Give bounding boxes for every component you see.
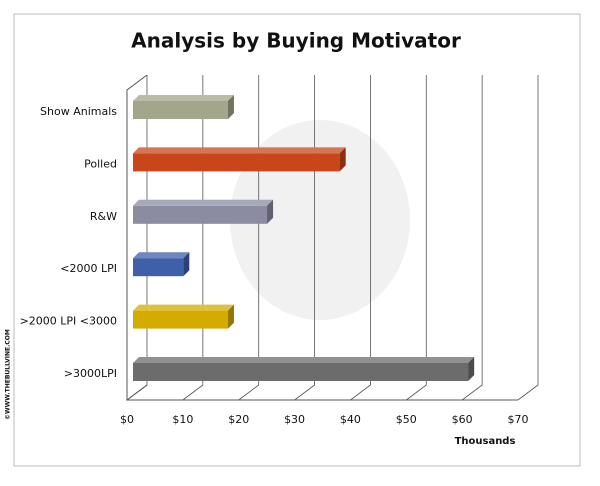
bar xyxy=(133,147,346,172)
y-tick-label: >2000 LPI <3000 xyxy=(20,315,117,328)
y-tick-label: R&W xyxy=(90,210,117,223)
bar xyxy=(133,252,190,277)
grid-line xyxy=(182,75,204,401)
grid-line xyxy=(238,75,260,401)
bar-top xyxy=(133,304,234,311)
bar-side xyxy=(339,147,346,172)
bar-top-shade xyxy=(133,95,234,101)
x-tick-label: $20 xyxy=(228,413,249,426)
bar-side xyxy=(227,304,234,329)
bar-front xyxy=(133,363,469,381)
x-tick-label: $30 xyxy=(284,413,305,426)
bar-front xyxy=(133,205,268,224)
bar xyxy=(133,304,234,329)
chart-title: Analysis by Buying Motivator xyxy=(131,29,461,53)
x-tick-label: $60 xyxy=(452,413,473,426)
bar-top-shade xyxy=(133,199,274,206)
bar-top xyxy=(133,95,234,101)
bar-top-shade xyxy=(133,252,190,259)
grid-line xyxy=(461,75,483,401)
bar-side-shade xyxy=(267,199,274,224)
grid-line xyxy=(350,75,371,401)
bar-front xyxy=(133,310,228,329)
bar-side-shade xyxy=(227,95,234,119)
bar-front xyxy=(133,153,340,172)
bar xyxy=(133,357,475,381)
x-tick-label: $40 xyxy=(340,413,361,426)
bar-top xyxy=(133,252,190,259)
bar-side xyxy=(267,199,274,224)
chart-frame xyxy=(13,13,581,467)
bar-side-shade xyxy=(227,304,234,329)
watermark: ©WWW.THEBULLVINE.COM xyxy=(5,329,12,420)
grid-line xyxy=(294,75,315,401)
bar-front xyxy=(133,101,228,119)
y-tick-label: Show Animals xyxy=(40,105,117,118)
bar xyxy=(133,95,234,119)
bar-side-shade xyxy=(339,147,346,172)
bar-side-shade xyxy=(183,252,190,277)
x-tick-label: $70 xyxy=(508,413,529,426)
bar-top-shade xyxy=(133,357,475,363)
bar-side xyxy=(227,95,234,119)
y-tick-label: >3000LPI xyxy=(64,367,117,380)
bar-top xyxy=(133,357,475,363)
bar-top-shade xyxy=(133,147,346,154)
bar-side-shade xyxy=(468,357,475,381)
y-tick-label: <2000 LPI xyxy=(60,262,117,275)
x-tick-label: $50 xyxy=(396,413,417,426)
bar-top xyxy=(133,147,346,154)
grid-line xyxy=(126,75,148,401)
grid-line xyxy=(517,75,539,401)
bar-side xyxy=(468,357,475,381)
x-tick-label: $10 xyxy=(172,413,193,426)
x-axis-label: Thousands xyxy=(455,436,516,447)
x-tick-label: $0 xyxy=(120,413,134,426)
bar-top xyxy=(133,199,274,206)
grid-line xyxy=(406,75,427,401)
bar xyxy=(133,199,274,224)
y-tick-label: Polled xyxy=(84,157,117,170)
bar-top-shade xyxy=(133,304,234,311)
bar-front xyxy=(133,258,184,277)
bar-side xyxy=(183,252,190,277)
